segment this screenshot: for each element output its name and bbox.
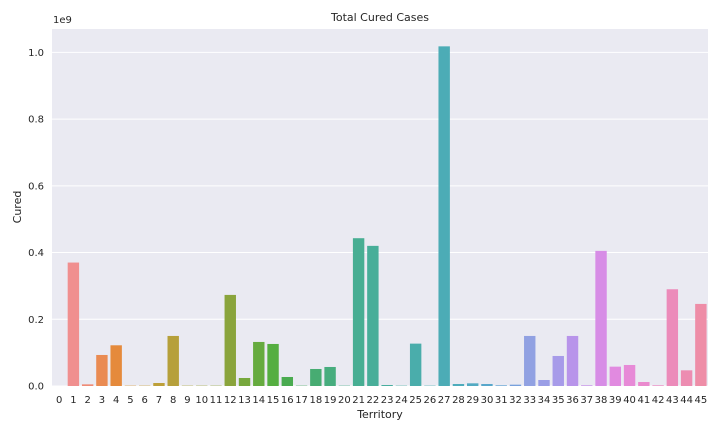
bar-territory-8 <box>167 335 179 386</box>
bar-territory-19 <box>324 366 336 386</box>
x-tick-label: 0 <box>56 395 62 406</box>
x-tick-label: 30 <box>481 395 494 406</box>
y-tick-label: 0.8 <box>28 115 44 126</box>
x-tick-label: 4 <box>113 395 119 406</box>
x-axis-label: Territory <box>356 408 403 421</box>
x-tick-label: 34 <box>538 395 551 406</box>
bar-territory-13 <box>238 377 251 386</box>
bar-territory-40 <box>623 364 636 386</box>
x-tick-label: 28 <box>452 395 465 406</box>
bar-territory-18 <box>310 368 322 386</box>
x-tick-label: 36 <box>566 395 579 406</box>
bar-territory-2 <box>81 384 94 386</box>
x-tick-labels: 0 1 2 3 4 5 6 7 8 9 10 11 12 13 14 15 16 17 18 19 20 21 22 23 24… <box>56 395 707 406</box>
bar-territory-44 <box>680 370 693 386</box>
y-tick-label: 0.0 <box>28 382 44 393</box>
x-tick-label: 38 <box>595 395 608 406</box>
bar-territory-21 <box>352 238 365 386</box>
x-tick-label: 21 <box>352 395 365 406</box>
bar-territory-41 <box>638 381 650 386</box>
x-tick-label: 29 <box>466 395 479 406</box>
bar-territory-42 <box>652 385 664 386</box>
x-tick-label: 25 <box>409 395 422 406</box>
bar-territory-37 <box>581 385 593 386</box>
x-tick-label: 37 <box>580 395 593 406</box>
x-tick-label: 6 <box>142 395 148 406</box>
x-tick-label: 14 <box>252 395 265 406</box>
bar-territory-30 <box>481 383 493 386</box>
bar-territory-43 <box>666 289 679 386</box>
x-tick-label: 13 <box>238 395 251 406</box>
x-tick-label: 24 <box>395 395 408 406</box>
x-tick-label: 2 <box>84 395 90 406</box>
bar-territory-4 <box>110 345 122 386</box>
y-axis-label: Cured <box>11 191 24 224</box>
bar-territory-28 <box>452 383 465 386</box>
bars <box>67 46 707 386</box>
x-tick-label: 7 <box>156 395 162 406</box>
bar-territory-34 <box>538 379 550 386</box>
x-tick-label: 15 <box>267 395 280 406</box>
bar-territory-36 <box>566 335 579 386</box>
bar-territory-15 <box>267 343 279 386</box>
bar-territory-38 <box>595 250 607 386</box>
x-tick-label: 26 <box>424 395 437 406</box>
chart-title: Total Cured Cases <box>330 11 429 24</box>
bar-territory-22 <box>367 245 379 386</box>
y-tick-label: 0.6 <box>28 181 44 192</box>
bar-territory-33 <box>524 335 536 386</box>
x-tick-label: 35 <box>552 395 565 406</box>
bar-territory-7 <box>153 382 165 386</box>
bar-territory-29 <box>466 383 479 386</box>
bar-territory-27 <box>438 46 450 386</box>
x-tick-label: 43 <box>666 395 679 406</box>
bar-territory-1 <box>67 262 80 386</box>
bar-territory-31 <box>495 385 507 386</box>
bar-territory-14 <box>253 341 265 386</box>
bar-territory-12 <box>224 294 236 386</box>
x-tick-label: 16 <box>281 395 294 406</box>
y-tick-label: 0.4 <box>28 248 44 259</box>
bar-territory-45 <box>695 303 707 386</box>
x-tick-label: 33 <box>523 395 536 406</box>
y-tick-label: 0.2 <box>28 315 44 326</box>
y-tick-labels: 0.0 0.2 0.4 0.6 0.8 1.0 <box>28 48 44 393</box>
x-tick-label: 42 <box>652 395 665 406</box>
x-tick-label: 10 <box>195 395 208 406</box>
x-tick-label: 44 <box>680 395 693 406</box>
bar-territory-32 <box>509 384 522 386</box>
x-tick-label: 22 <box>367 395 380 406</box>
bar-territory-39 <box>609 366 622 386</box>
x-tick-label: 20 <box>338 395 351 406</box>
y-multiplier-label: 1e9 <box>53 15 72 26</box>
x-tick-label: 32 <box>509 395 522 406</box>
x-tick-label: 31 <box>495 395 508 406</box>
x-tick-label: 40 <box>623 395 636 406</box>
bar-territory-35 <box>552 355 564 386</box>
x-tick-label: 27 <box>438 395 451 406</box>
x-tick-label: 23 <box>381 395 394 406</box>
x-tick-label: 8 <box>170 395 176 406</box>
bar-territory-25 <box>409 343 422 386</box>
x-tick-label: 12 <box>224 395 237 406</box>
x-tick-label: 1 <box>70 395 76 406</box>
x-tick-label: 41 <box>637 395 650 406</box>
x-tick-label: 11 <box>210 395 223 406</box>
x-tick-label: 9 <box>184 395 190 406</box>
bar-territory-23 <box>381 384 393 386</box>
x-tick-label: 18 <box>309 395 322 406</box>
y-tick-label: 1.0 <box>28 48 44 59</box>
bar-territory-3 <box>96 354 108 386</box>
x-tick-label: 5 <box>127 395 133 406</box>
x-tick-label: 39 <box>609 395 622 406</box>
plot-background <box>52 29 708 386</box>
x-tick-label: 19 <box>324 395 337 406</box>
bar-territory-16 <box>281 376 294 386</box>
x-tick-label: 3 <box>99 395 105 406</box>
x-tick-label: 17 <box>295 395 308 406</box>
x-tick-label: 45 <box>695 395 708 406</box>
